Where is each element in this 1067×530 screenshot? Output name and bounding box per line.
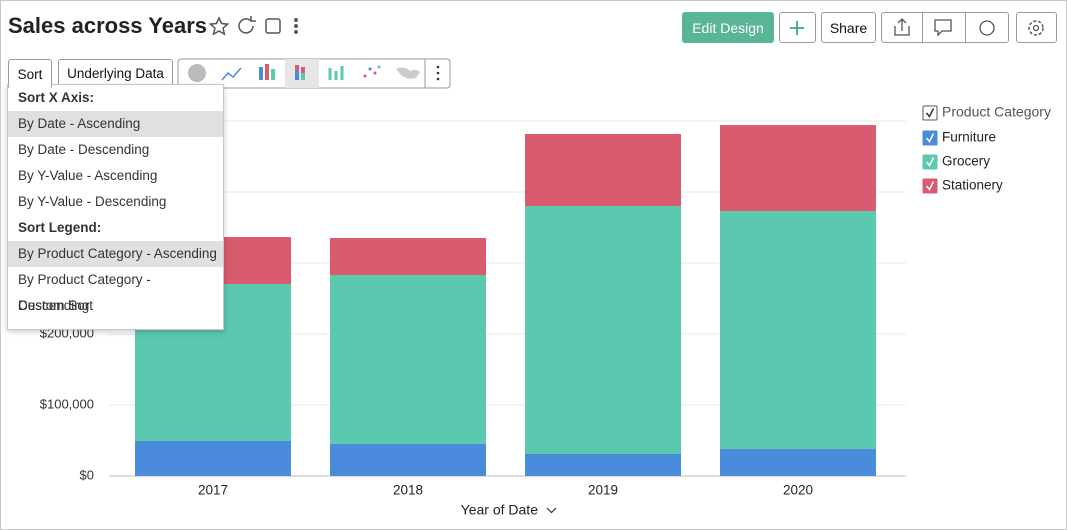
menu-heading: Sort X Axis: (18, 90, 95, 105)
check-mark (925, 133, 935, 143)
export-icon[interactable] (894, 18, 910, 36)
legend-checkbox[interactable] (922, 178, 938, 194)
settings-button[interactable] (1016, 12, 1057, 43)
add-button[interactable] (779, 12, 816, 43)
bar-segment[interactable] (720, 211, 876, 450)
legend-label[interactable]: Grocery (942, 154, 990, 169)
title-icons (208, 16, 298, 36)
line-icon[interactable] (221, 67, 242, 81)
action-button-group (881, 12, 1009, 43)
menu-item[interactable]: By Y-Value - Ascending (18, 168, 158, 183)
bar-segment[interactable] (330, 443, 486, 476)
bar-icon[interactable] (259, 64, 275, 80)
page-title: Sales across Years (8, 13, 207, 38)
bar-segment[interactable] (525, 453, 681, 476)
bar-segment[interactable] (525, 205, 681, 454)
check-mark (925, 157, 935, 167)
bar-segment[interactable] (720, 449, 876, 476)
menu-item[interactable]: By Y-Value - Descending (18, 194, 167, 209)
alarm-icon[interactable] (979, 20, 995, 36)
map-icon[interactable] (396, 67, 420, 79)
scatter-icon[interactable] (363, 65, 381, 78)
pie-icon[interactable] (188, 64, 206, 82)
sort-tab[interactable]: Sort (8, 59, 52, 89)
edit-design-button[interactable]: Edit Design (682, 12, 774, 43)
x-tick-label: 2020 (783, 483, 813, 498)
header-buttons-icons (790, 18, 1044, 37)
legend-checkbox[interactable] (922, 154, 938, 170)
x-tick-label: 2017 (198, 483, 228, 498)
bar-segment[interactable] (330, 238, 486, 275)
x-tick-label: 2019 (588, 483, 618, 498)
settings-icon[interactable] (1028, 20, 1044, 36)
divider (965, 12, 966, 43)
legend-label[interactable]: Furniture (942, 130, 996, 145)
sort-menu: Sort X Axis: By Date - Ascending By Date… (7, 84, 224, 330)
y-tick-label: $0 (80, 467, 94, 482)
bar-segment[interactable] (330, 274, 486, 444)
bar-segment[interactable] (135, 440, 291, 476)
favorite-icon[interactable] (208, 16, 230, 36)
stacked-bar-icon[interactable] (295, 65, 305, 80)
menu-item[interactable]: By Product Category - Ascending (8, 241, 223, 267)
menu-heading: Sort Legend: (18, 220, 102, 235)
combo-icon[interactable] (328, 66, 344, 80)
legend-title: Product Category (942, 104, 1051, 120)
legend-checkbox[interactable] (922, 130, 938, 146)
underlying-data-tab[interactable]: Underlying Data (58, 59, 173, 88)
bar-segment[interactable] (525, 133, 681, 206)
bar-segment[interactable] (720, 125, 876, 212)
toolbar-icons (177, 58, 451, 89)
comment-icon[interactable] (934, 19, 952, 37)
x-axis-title[interactable]: Year of Date (461, 502, 539, 518)
menu-item[interactable]: By Date - Descending (18, 142, 150, 157)
menu-item[interactable]: By Date - Ascending (8, 111, 223, 137)
x-tick-label: 2018 (393, 483, 423, 498)
menu-item[interactable]: Custom Sort (18, 298, 94, 313)
save-icon[interactable] (265, 18, 281, 34)
check-mark (925, 108, 935, 118)
y-tick-label: $100,000 (40, 396, 94, 411)
legend-label[interactable]: Stationery (942, 178, 1003, 193)
check-mark (925, 181, 935, 191)
legend-checkbox[interactable] (922, 105, 938, 121)
share-button[interactable]: Share (821, 12, 876, 43)
divider (922, 12, 923, 43)
refresh-icon[interactable] (238, 16, 256, 34)
menu-item[interactable]: By Product Category - Descending (18, 272, 151, 313)
